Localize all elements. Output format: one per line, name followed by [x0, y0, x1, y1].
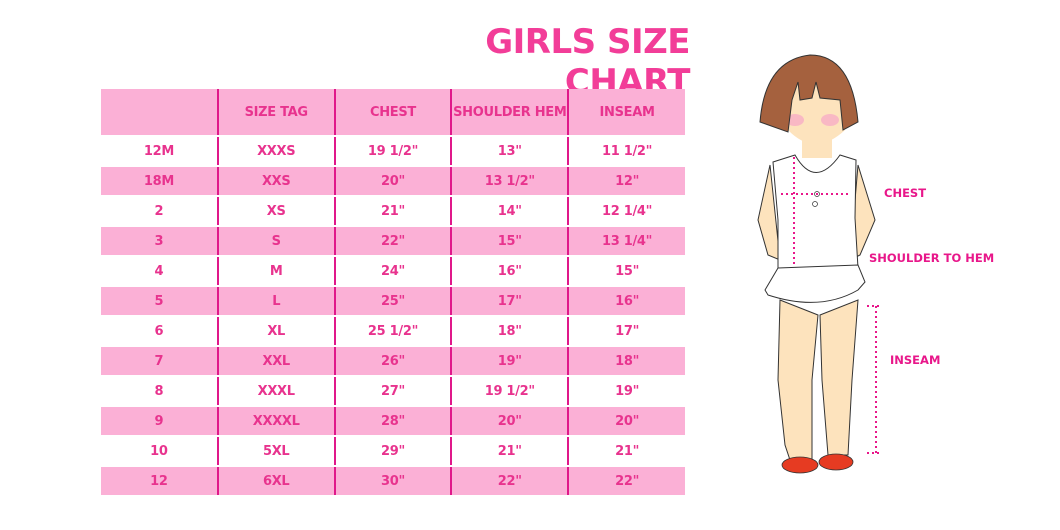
- cell-size: 4: [101, 256, 218, 287]
- cell-inseam: 15": [567, 256, 685, 287]
- cell-shoulder-hem: 17": [450, 286, 569, 317]
- cell-size-tag: M: [216, 256, 335, 287]
- cell-inseam: 17": [567, 316, 685, 347]
- cell-size: 3: [101, 226, 218, 257]
- table-row: 9 XXXXL 28" 20" 20": [101, 406, 685, 437]
- table-row: 12 6XL 30" 22" 22": [101, 466, 685, 497]
- cell-size: 7: [101, 346, 218, 377]
- header-chest: CHEST: [333, 89, 452, 137]
- girl-measurement-illustration: [757, 54, 881, 474]
- cell-size: 2: [101, 196, 218, 227]
- table-row: 4 M 24" 16" 15": [101, 256, 685, 287]
- cell-size-tag: XXL: [216, 346, 335, 377]
- cell-chest: 25 1/2": [333, 316, 452, 347]
- cell-size-tag: XXXL: [216, 376, 335, 407]
- cell-size-tag: L: [216, 286, 335, 317]
- table-row: 10 5XL 29" 21" 21": [101, 436, 685, 467]
- cell-shoulder-hem: 13 1/2": [450, 166, 569, 197]
- table-row: 2 XS 21" 14" 12 1/4": [101, 196, 685, 227]
- cell-inseam: 12 1/4": [567, 196, 685, 227]
- header-shoulder-hem: SHOULDER HEM: [450, 89, 569, 137]
- cell-shoulder-hem: 13": [450, 136, 569, 167]
- cell-chest: 21": [333, 196, 452, 227]
- cell-chest: 30": [333, 466, 452, 497]
- cell-chest: 25": [333, 286, 452, 317]
- cell-shoulder-hem: 16": [450, 256, 569, 287]
- table-row: 7 XXL 26" 19" 18": [101, 346, 685, 377]
- cell-inseam: 19": [567, 376, 685, 407]
- cell-size: 9: [101, 406, 218, 437]
- header-size-tag: SIZE TAG: [216, 89, 335, 137]
- cell-chest: 19 1/2": [333, 136, 452, 167]
- table-row: 8 XXXL 27" 19 1/2" 19": [101, 376, 685, 407]
- table-row: 3 S 22" 15" 13 1/4": [101, 226, 685, 257]
- cell-size-tag: S: [216, 226, 335, 257]
- table-row: 5 L 25" 17" 16": [101, 286, 685, 317]
- table-row: 18M XXS 20" 13 1/2" 12": [101, 166, 685, 197]
- cell-chest: 27": [333, 376, 452, 407]
- shoulder-to-hem-label: SHOULDER TO HEM: [869, 251, 995, 265]
- table-header-row: SIZE TAG CHEST SHOULDER HEM INSEAM: [101, 89, 685, 137]
- cell-size-tag: XXXS: [216, 136, 335, 167]
- cell-size-tag: XL: [216, 316, 335, 347]
- cell-shoulder-hem: 19": [450, 346, 569, 377]
- cell-inseam: 18": [567, 346, 685, 377]
- cell-shoulder-hem: 20": [450, 406, 569, 437]
- cell-shoulder-hem: 18": [450, 316, 569, 347]
- cell-chest: 22": [333, 226, 452, 257]
- inseam-label: INSEAM: [890, 353, 941, 367]
- cell-inseam: 20": [567, 406, 685, 437]
- cell-chest: 26": [333, 346, 452, 377]
- cell-inseam: 12": [567, 166, 685, 197]
- cell-size: 12: [101, 466, 218, 497]
- cell-size: 18M: [101, 166, 218, 197]
- cell-inseam: 13 1/4": [567, 226, 685, 257]
- table-row: 6 XL 25 1/2" 18" 17": [101, 316, 685, 347]
- cell-size: 6: [101, 316, 218, 347]
- cell-chest: 29": [333, 436, 452, 467]
- cell-inseam: 16": [567, 286, 685, 317]
- cell-inseam: 21": [567, 436, 685, 467]
- cell-inseam: 22": [567, 466, 685, 497]
- cell-shoulder-hem: 22": [450, 466, 569, 497]
- cell-chest: 20": [333, 166, 452, 197]
- cell-shoulder-hem: 21": [450, 436, 569, 467]
- cell-size: 5: [101, 286, 218, 317]
- table-row: 12M XXXS 19 1/2" 13" 11 1/2": [101, 136, 685, 167]
- cell-size-tag: XXS: [216, 166, 335, 197]
- cell-size: 10: [101, 436, 218, 467]
- size-table: SIZE TAG CHEST SHOULDER HEM INSEAM 12M XX…: [101, 89, 685, 497]
- cell-size-tag: XXXXL: [216, 406, 335, 437]
- cell-size-tag: 5XL: [216, 436, 335, 467]
- header-inseam: INSEAM: [567, 89, 685, 137]
- header-size: [101, 89, 218, 137]
- cell-size-tag: 6XL: [216, 466, 335, 497]
- cell-size: 12M: [101, 136, 218, 167]
- cell-chest: 24": [333, 256, 452, 287]
- cell-shoulder-hem: 15": [450, 226, 569, 257]
- cell-size: 8: [101, 376, 218, 407]
- cell-size-tag: XS: [216, 196, 335, 227]
- page-title: GIRLS SIZE CHART: [485, 22, 690, 102]
- cell-shoulder-hem: 14": [450, 196, 569, 227]
- cell-shoulder-hem: 19 1/2": [450, 376, 569, 407]
- cell-chest: 28": [333, 406, 452, 437]
- cell-inseam: 11 1/2": [567, 136, 685, 167]
- chest-label: CHEST: [884, 186, 927, 200]
